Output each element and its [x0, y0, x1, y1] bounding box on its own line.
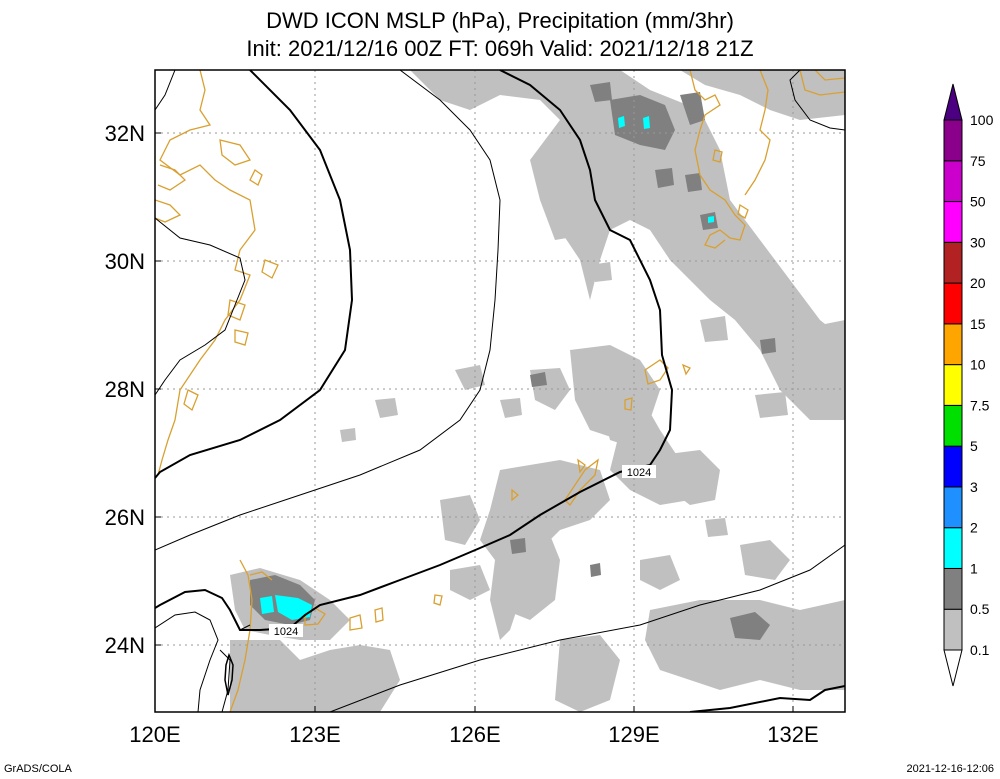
- map-subtitle: Init: 2021/12/16 00Z FT: 069h Valid: 202…: [246, 36, 754, 61]
- plot-area: [155, 70, 845, 712]
- footer-timestamp: 2021-12-16-12:06: [906, 763, 994, 775]
- colorbar-label: 15: [970, 316, 986, 332]
- colorbar-label: 2: [970, 520, 978, 536]
- colorbar-label: 10: [970, 357, 986, 373]
- colorbar-swatch: [943, 608, 963, 651]
- colorbar-label: 100: [970, 112, 994, 128]
- colorbar-label: 7.5: [970, 397, 990, 413]
- colorbar-bottom-arrow: [943, 649, 963, 687]
- colorbar-label: 50: [970, 194, 986, 210]
- lon-tick-label: 126E: [449, 722, 500, 747]
- lon-tick-label: 123E: [289, 722, 340, 747]
- colorbar-top-arrow: [943, 83, 963, 121]
- lon-tick-label: 129E: [608, 722, 659, 747]
- colorbar-label: 30: [970, 234, 986, 250]
- footer-credit: GrADS/COLA: [4, 763, 72, 775]
- map-title: DWD ICON MSLP (hPa), Precipitation (mm/3…: [266, 8, 734, 33]
- colorbar-label: 1: [970, 560, 978, 576]
- lat-tick-label: 32N: [105, 121, 145, 146]
- lat-tick-labels: 24N 26N 28N 30N 32N: [105, 121, 145, 658]
- colorbar-swatch: [943, 282, 963, 325]
- colorbar-swatch: [943, 486, 963, 529]
- colorbar-swatch: [943, 201, 963, 243]
- lon-tick-label: 120E: [129, 722, 180, 747]
- isobars: [155, 70, 845, 712]
- colorbar-swatch: [943, 527, 963, 569]
- isobar-label: 1024: [274, 626, 298, 638]
- colorbar-swatch: [943, 404, 963, 447]
- lat-lon-grid: [155, 70, 845, 712]
- colorbar-swatch: [943, 119, 963, 162]
- colorbar-swatch: [943, 241, 963, 284]
- colorbar-label: 0.1: [970, 642, 990, 658]
- tick-marks: [155, 132, 794, 712]
- precip-heavy: [260, 116, 714, 620]
- map-frame: [154, 69, 846, 713]
- colorbar-swatch: [943, 364, 963, 406]
- colorbar-label: 5: [970, 438, 978, 454]
- lon-tick-label: 132E: [767, 722, 818, 747]
- colorbar-swatch: [943, 567, 963, 610]
- colorbar-swatch: [943, 160, 963, 203]
- precip-colorbar: 0.1 0.5 1 2 3 5 7.5 10 15 20 30 50 75 100: [943, 83, 994, 687]
- colorbar-label: 3: [970, 479, 978, 495]
- colorbar-swatch: [943, 445, 963, 488]
- lat-tick-label: 28N: [105, 377, 145, 402]
- isobar-label: 1024: [627, 467, 651, 479]
- lat-tick-label: 30N: [105, 249, 145, 274]
- colorbar-swatch: [943, 323, 963, 366]
- colorbar-label: 0.5: [970, 601, 990, 617]
- lon-tick-labels: 120E 123E 126E 129E 132E: [129, 722, 818, 747]
- lat-tick-label: 24N: [105, 633, 145, 658]
- colorbar-label: 20: [970, 275, 986, 291]
- colorbar-label: 75: [970, 153, 986, 169]
- lat-tick-label: 26N: [105, 505, 145, 530]
